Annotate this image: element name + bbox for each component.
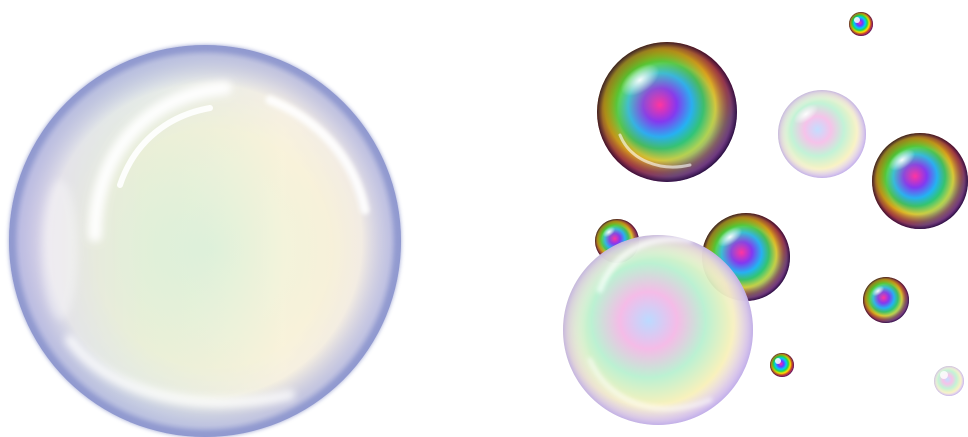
pastel-bubble [778,90,866,178]
large-soap-bubble [9,45,401,437]
rainbow-bubble [702,213,790,301]
rainbow-bubble [770,353,794,377]
pastel-bubbles [563,90,964,425]
rainbow-bubble [597,42,737,182]
rainbow-bubble [849,12,873,36]
rainbow-bubble [863,277,909,323]
rainbow-bubbles [595,12,968,377]
pastel-bubble [934,366,964,396]
pastel-bubble [563,235,753,425]
rainbow-bubble [872,133,968,229]
